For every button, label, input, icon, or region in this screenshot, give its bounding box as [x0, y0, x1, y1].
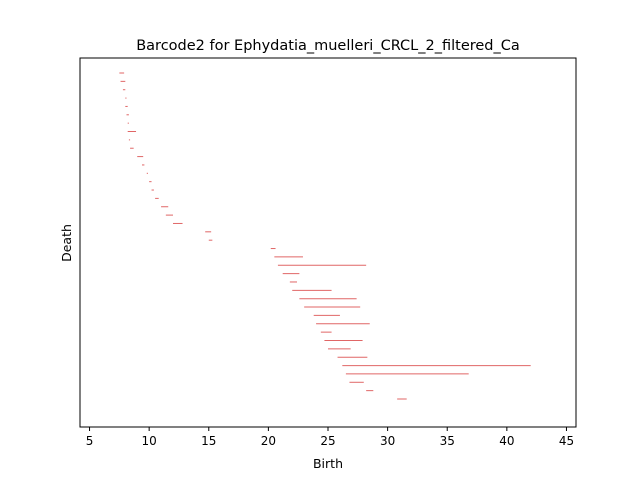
y-axis-label: Death — [59, 224, 74, 262]
x-tick-label: 5 — [86, 434, 94, 448]
x-tick-label: 10 — [142, 434, 157, 448]
x-tick-label: 20 — [261, 434, 276, 448]
x-tick-label: 15 — [201, 434, 216, 448]
chart-title: Barcode2 for Ephydatia_muelleri_CRCL_2_f… — [136, 38, 520, 54]
x-tick-label: 35 — [440, 434, 455, 448]
x-axis-label: Birth — [313, 456, 343, 471]
x-tick-label: 45 — [559, 434, 574, 448]
x-tick-label: 40 — [499, 434, 514, 448]
bars-group — [119, 72, 531, 400]
x-axis-ticks: 5 10 15 20 25 30 35 40 45 — [86, 427, 574, 448]
x-tick-label: 25 — [320, 434, 335, 448]
x-tick-label: 30 — [380, 434, 395, 448]
